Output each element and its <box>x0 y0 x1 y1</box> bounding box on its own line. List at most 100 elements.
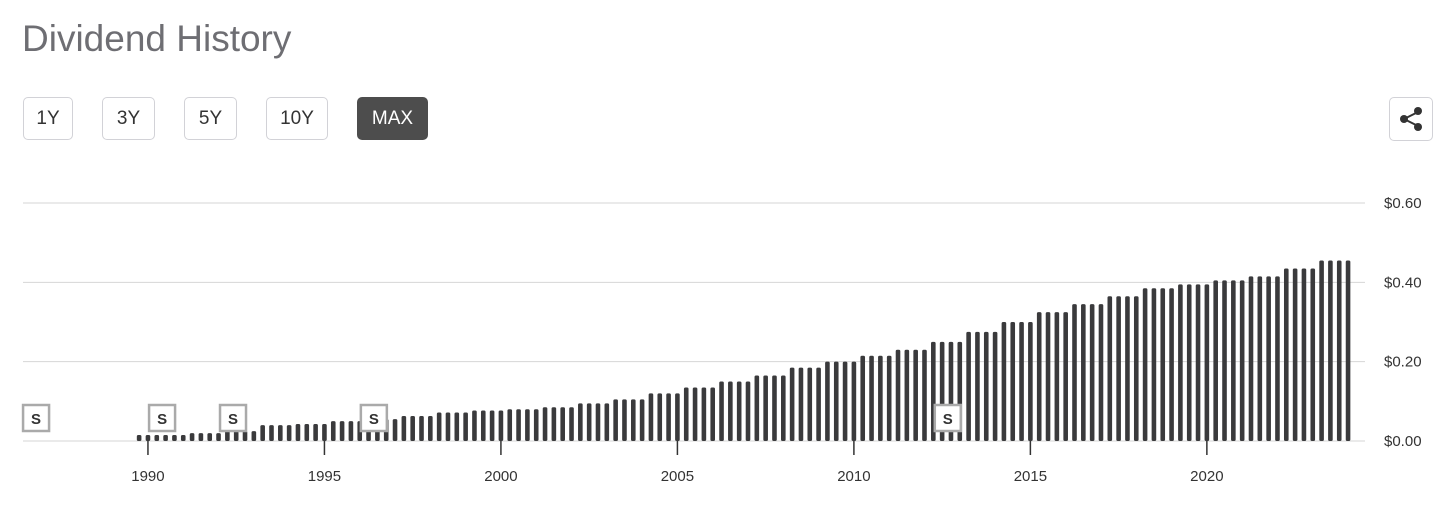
bar <box>745 381 751 441</box>
bar <box>1045 312 1051 441</box>
bar <box>269 425 274 441</box>
bar <box>1001 322 1007 441</box>
bar <box>260 425 265 441</box>
bar <box>630 399 636 441</box>
range-button[interactable]: 10Y <box>266 97 328 140</box>
range-button[interactable]: 3Y <box>102 97 155 140</box>
bar <box>436 412 442 441</box>
bar <box>516 409 521 441</box>
bar <box>207 433 213 441</box>
bar <box>542 407 548 441</box>
bar <box>719 381 724 441</box>
y-tick-label: $0.40 <box>1384 274 1422 291</box>
bar <box>983 331 989 441</box>
bar <box>419 416 424 441</box>
y-tick-label: $0.60 <box>1384 195 1422 212</box>
bar <box>895 349 901 441</box>
bar <box>851 361 857 441</box>
bar <box>295 423 301 441</box>
bar <box>498 410 504 441</box>
bar <box>922 349 927 441</box>
bar <box>163 435 168 441</box>
bar <box>322 423 327 441</box>
bar <box>675 393 680 441</box>
range-button[interactable]: 1Y <box>23 97 73 140</box>
bar <box>710 387 716 441</box>
split-marker-label: S <box>943 411 953 428</box>
bar <box>1107 296 1113 441</box>
x-tick-label: 1995 <box>308 468 341 485</box>
share-button[interactable] <box>1389 97 1433 141</box>
bar <box>1213 280 1218 441</box>
bar <box>569 407 574 441</box>
x-tick-label: 2010 <box>837 468 870 485</box>
bar <box>392 419 398 441</box>
bar <box>1081 304 1086 441</box>
split-marker-label: S <box>157 411 167 428</box>
bar <box>1098 304 1104 441</box>
bar <box>807 367 813 441</box>
split-marker <box>21 403 51 433</box>
bar <box>551 407 557 441</box>
bar <box>401 416 407 441</box>
bar <box>1169 288 1174 441</box>
bar <box>1063 312 1068 441</box>
bar <box>1248 276 1254 441</box>
bar <box>595 403 601 441</box>
x-tick-label: 2000 <box>484 468 517 485</box>
bar <box>648 393 654 441</box>
bar <box>1019 322 1024 441</box>
bar <box>489 410 495 441</box>
bar <box>454 412 460 441</box>
bar <box>825 361 830 441</box>
bar <box>1010 322 1016 441</box>
bar <box>172 435 177 441</box>
range-button[interactable]: MAX <box>357 97 428 140</box>
bar <box>1054 312 1060 441</box>
bar <box>860 355 866 441</box>
bar <box>1292 268 1298 441</box>
bar <box>463 412 468 441</box>
bar <box>410 416 415 441</box>
split-marker <box>218 403 248 433</box>
bar <box>445 412 451 441</box>
bar <box>233 431 239 441</box>
bar <box>1178 284 1183 441</box>
bar <box>966 331 971 441</box>
bar <box>225 431 230 441</box>
bar <box>878 355 883 441</box>
bar <box>1231 280 1236 441</box>
bar <box>816 367 821 441</box>
range-button[interactable]: 5Y <box>184 97 237 140</box>
bar <box>278 425 283 441</box>
bar <box>842 361 848 441</box>
bar <box>781 375 786 441</box>
bar <box>480 410 486 441</box>
bar <box>560 407 565 441</box>
bar <box>1301 268 1307 441</box>
split-marker-label: S <box>369 411 379 428</box>
bar <box>1125 296 1130 441</box>
bar <box>913 349 918 441</box>
bar <box>639 399 645 441</box>
x-tick-label: 2015 <box>1014 468 1047 485</box>
bar <box>251 431 257 441</box>
bar <box>613 399 618 441</box>
bar <box>604 403 610 441</box>
bar <box>313 423 318 441</box>
bar <box>304 423 310 441</box>
bar <box>992 331 998 441</box>
bar <box>242 431 248 441</box>
bar <box>533 409 539 441</box>
bar <box>789 367 795 441</box>
bar <box>1142 288 1148 441</box>
bar <box>1239 280 1245 441</box>
split-marker <box>147 403 177 433</box>
bar <box>1266 276 1271 441</box>
bar <box>145 435 151 441</box>
bar <box>666 393 671 441</box>
bar <box>216 433 221 441</box>
bar <box>1186 284 1192 441</box>
bar <box>1345 260 1351 441</box>
